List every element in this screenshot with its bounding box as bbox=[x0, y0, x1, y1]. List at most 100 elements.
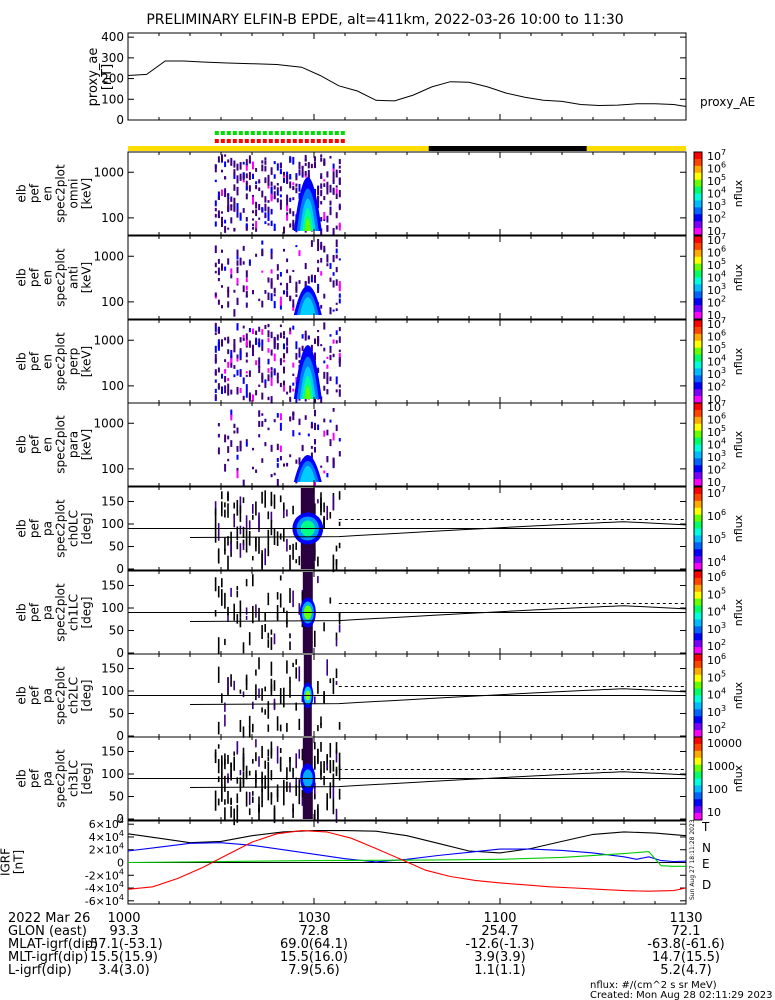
energy-panel-ylabel-line: spec2plot bbox=[54, 415, 68, 474]
energy-bin bbox=[245, 270, 248, 278]
pa-bin bbox=[230, 531, 232, 545]
energy-bin bbox=[221, 373, 223, 379]
energy-bin bbox=[317, 200, 320, 209]
energy-cbar-tick: 106 bbox=[707, 329, 726, 344]
pa-panel-0: 0 50 100 150 elb pef pa spec2plot ch0LC [deg] 104 1… bbox=[15, 485, 746, 576]
pa-bin bbox=[264, 686, 266, 692]
energy-bin bbox=[255, 226, 258, 232]
pa-panel-ylabel-line: pa bbox=[41, 688, 55, 703]
energy-bin bbox=[261, 164, 264, 172]
energy-colorbar-segment bbox=[694, 465, 702, 473]
energy-bin bbox=[317, 185, 320, 188]
energy-bin bbox=[258, 187, 261, 192]
status-segment bbox=[128, 146, 429, 151]
pa-bin bbox=[320, 503, 322, 516]
energy-bin bbox=[245, 441, 248, 447]
energy-bin bbox=[258, 420, 261, 427]
pa-colorbar-segment bbox=[694, 563, 702, 571]
energy-bin bbox=[326, 372, 329, 380]
pa-bin bbox=[279, 758, 282, 772]
pa-colorbar-segment bbox=[694, 792, 702, 800]
energy-colorbar-segment bbox=[694, 444, 702, 452]
energy-bin bbox=[279, 282, 282, 286]
energy-bin bbox=[283, 290, 285, 295]
energy-bin bbox=[267, 174, 270, 181]
pa-bin bbox=[245, 578, 248, 587]
pa-panel-ylabel-line: spec2plot bbox=[54, 666, 68, 725]
energy-bin bbox=[317, 424, 320, 431]
energy-bin bbox=[304, 333, 307, 341]
energy-bin bbox=[283, 177, 285, 183]
energy-bin bbox=[304, 162, 307, 167]
pa-bin bbox=[317, 725, 319, 732]
pa-bin bbox=[255, 604, 257, 618]
pa-bin bbox=[242, 642, 245, 654]
energy-bin bbox=[230, 217, 233, 224]
red-flags-mark bbox=[304, 139, 309, 143]
energy-bin bbox=[320, 465, 323, 468]
energy-bin bbox=[217, 447, 220, 455]
energy-bin bbox=[248, 185, 251, 192]
energy-colorbar-segment bbox=[694, 228, 702, 236]
energy-panel-frame bbox=[127, 402, 687, 487]
pa-cbar-tick: 100 bbox=[707, 783, 728, 796]
pa-bin bbox=[236, 804, 239, 823]
energy-bin bbox=[239, 257, 242, 266]
energy-bin bbox=[267, 323, 270, 328]
green-flags-mark bbox=[274, 131, 279, 135]
energy-bin bbox=[292, 411, 295, 416]
energy-bin bbox=[227, 159, 230, 163]
pa-bin bbox=[233, 756, 235, 771]
energy-bin bbox=[245, 302, 248, 308]
energy-bin bbox=[307, 336, 310, 340]
pa-cbar-tick: 104 bbox=[707, 554, 726, 569]
energy-cbar-tick: 103 bbox=[707, 366, 726, 381]
energy-bin bbox=[289, 223, 292, 228]
energy-bin bbox=[279, 324, 282, 328]
pa-bin bbox=[338, 788, 341, 800]
pa-bin bbox=[217, 798, 220, 806]
energy-bin bbox=[276, 372, 279, 380]
energy-panel-ylabel-line: anti bbox=[67, 266, 81, 289]
pa-bin bbox=[298, 603, 301, 615]
pa-bin bbox=[245, 607, 248, 615]
pa-bin bbox=[338, 542, 341, 549]
energy-bin bbox=[242, 338, 245, 341]
energy-bin bbox=[326, 263, 329, 267]
energy-bin bbox=[292, 362, 295, 368]
pa-bin bbox=[242, 526, 245, 538]
pa-bin bbox=[236, 793, 239, 804]
energy-bin bbox=[304, 330, 307, 336]
energy-bin bbox=[233, 289, 236, 293]
pa-bin bbox=[224, 592, 226, 609]
energy-cbar-tick: 105 bbox=[707, 173, 726, 188]
energy-bin bbox=[245, 374, 248, 377]
energy-bin bbox=[310, 344, 313, 352]
energy-bin bbox=[245, 290, 248, 298]
energy-bin bbox=[270, 367, 273, 371]
energy-colorbar-segment bbox=[694, 479, 702, 487]
energy-colorbar bbox=[693, 235, 703, 320]
energy-panel-ylabel-line: pef bbox=[28, 351, 42, 371]
energy-bin bbox=[267, 348, 270, 353]
energy-bin bbox=[276, 189, 279, 196]
energy-bin bbox=[248, 155, 251, 163]
pa-bin bbox=[298, 779, 301, 796]
energy-bin bbox=[276, 334, 279, 341]
energy-colorbar bbox=[693, 402, 703, 487]
pa-bin bbox=[214, 790, 217, 802]
energy-bin bbox=[221, 221, 223, 226]
green-flags-mark bbox=[214, 131, 219, 135]
ae-y-tick-label: 300 bbox=[101, 51, 124, 65]
energy-bin bbox=[270, 377, 273, 386]
energy-bin bbox=[304, 170, 307, 176]
energy-bin bbox=[230, 157, 233, 166]
energy-cbar-tick: 104 bbox=[707, 186, 726, 201]
pa-bin bbox=[233, 808, 235, 826]
pa-bin bbox=[292, 505, 294, 515]
energy-bin bbox=[301, 165, 304, 171]
pa-panel-ylabel-line: spec2plot bbox=[54, 499, 68, 558]
energy-bin bbox=[214, 369, 217, 376]
footer-row-value: 1130 bbox=[669, 911, 702, 926]
created-note: Created: Mon Aug 28 02:11:29 2023 bbox=[590, 990, 773, 1000]
